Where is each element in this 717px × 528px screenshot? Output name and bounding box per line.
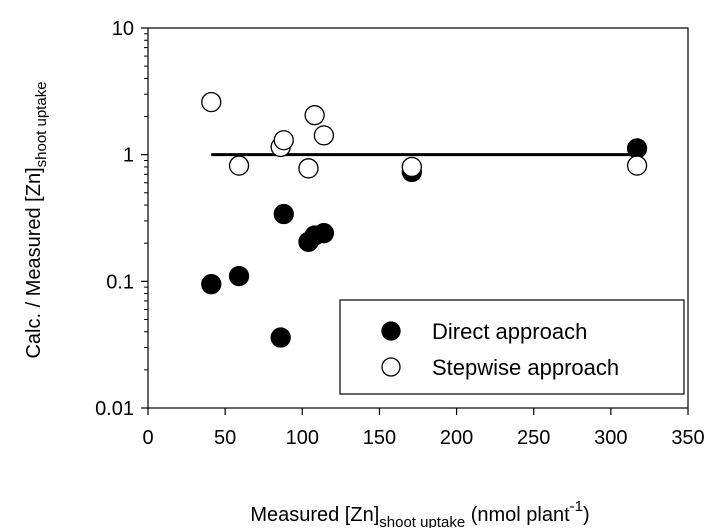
data-point-stepwise — [273, 130, 294, 151]
data-point-stepwise — [313, 125, 335, 146]
y-axis-title: Calc. / Measured [Zn]shoot uptake — [23, 81, 50, 358]
legend-label-direct: Direct approach — [432, 319, 587, 344]
data-point-stepwise — [298, 158, 319, 179]
legend: Direct approach Stepwise approach — [339, 299, 685, 395]
x-tick-label: 200 — [440, 427, 473, 449]
legend-marker-stepwise — [381, 357, 401, 377]
data-point-direct — [313, 223, 335, 244]
data-point-direct — [228, 265, 250, 287]
plot-area: 0 50 100 150 200 250 300 350 0.01 0.1 1 10 — [95, 18, 705, 449]
x-tick-label: 250 — [517, 427, 550, 449]
data-point-stepwise — [401, 156, 422, 178]
x-tick-label: 100 — [286, 427, 319, 449]
plot-frame — [147, 27, 689, 409]
legend-label-stepwise: Stepwise approach — [432, 355, 619, 380]
legend-marker-direct — [381, 321, 401, 341]
y-tick-label: 0.1 — [106, 271, 134, 293]
x-tick-label: 50 — [214, 427, 236, 449]
data-point-stepwise — [228, 155, 250, 176]
x-tick-label: 150 — [363, 427, 396, 449]
y-tick-label: 10 — [112, 18, 134, 40]
data-point-direct — [270, 327, 291, 348]
x-axis-title: Measured [Zn]shoot uptake (nmol plant-1) — [250, 498, 589, 528]
y-tick-label: 0.01 — [95, 398, 134, 420]
x-tick-label: 300 — [594, 427, 627, 449]
data-point-stepwise — [626, 155, 648, 176]
data-point-direct — [273, 203, 294, 225]
data-point-stepwise — [201, 91, 222, 113]
data-point-direct — [626, 138, 648, 159]
x-tick-label: 0 — [142, 427, 153, 449]
data-point-direct — [201, 274, 222, 295]
legend-box — [339, 299, 685, 395]
data-point-stepwise — [304, 105, 325, 126]
y-tick-label: 1 — [123, 145, 134, 167]
x-tick-label: 350 — [671, 427, 704, 449]
